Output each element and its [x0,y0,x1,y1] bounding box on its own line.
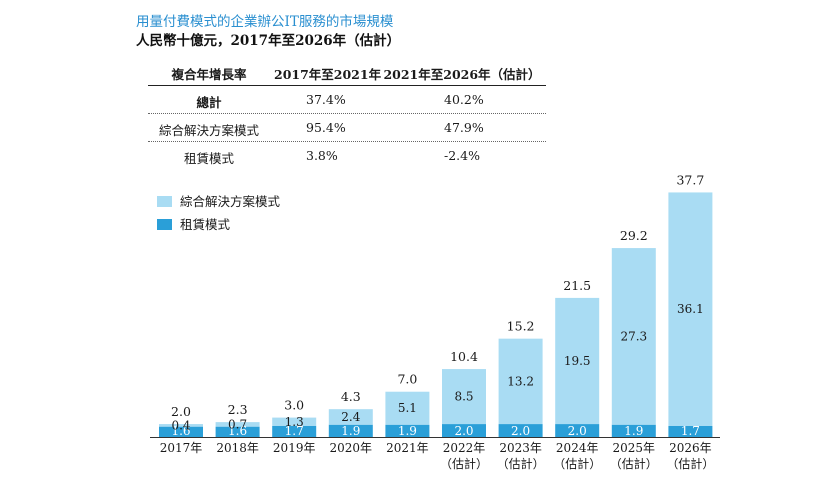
data-label-lease: 1.9 [341,424,360,438]
cagr-value: 47.9% [444,120,484,135]
data-label-solution: 2.4 [341,410,360,424]
legend-swatch-lease [157,219,172,230]
cagr-row-solution: 綜合解決方案模式 95.4% 47.9% [148,114,546,142]
bar-segment-solution [555,297,600,425]
bar-segment-lease [611,424,656,437]
bar-segment-lease [272,426,317,437]
x-tick-label: （估計） [440,456,488,471]
data-label-lease: 1.9 [624,424,643,438]
bar-segment-lease [215,426,260,437]
legend-label-solution: 綜合解決方案模式 [180,194,281,209]
x-tick-label: （估計） [666,456,714,471]
data-label-solution: 1.3 [285,415,304,429]
bar-segment-lease [159,426,203,437]
legend-swatch-solution [157,196,172,207]
cagr-value: 95.4% [306,120,346,135]
data-label-lease: 1.9 [398,424,417,438]
cagr-row-label: 綜合解決方案模式 [158,123,259,138]
x-tick-label: 2023年 [499,441,542,455]
data-label-total: 7.0 [397,372,417,387]
bar-segment-solution [611,248,656,425]
data-label-solution: 27.3 [620,329,647,343]
cagr-value: 37.4% [306,92,346,107]
data-label-lease: 1.6 [228,424,247,438]
cagr-row-label: 總計 [196,95,222,110]
bar-segment-solution [498,338,543,425]
x-tick-label: 2026年 [669,441,712,455]
x-tick-label: 2022年 [443,441,486,455]
bar-segment-solution [385,391,430,425]
x-tick-label: 2018年 [216,441,259,455]
bar-segment-solution [442,369,486,425]
bar-segment-solution [272,417,317,427]
x-tick-label: （估計） [610,456,658,471]
data-label-total: 15.2 [507,319,535,334]
x-tick-label: 2020年 [330,441,373,455]
data-label-total: 29.2 [620,228,648,243]
data-label-total: 37.7 [676,172,704,187]
data-label-solution: 0.4 [171,418,190,432]
data-label-total: 21.5 [563,278,591,293]
cagr-header-period-1: 2017年至2021年 [274,67,382,82]
x-tick-label: 2021年 [386,441,429,455]
bar-segment-lease [385,424,430,437]
bar-segment-lease [555,424,600,437]
chart-subtitle: 人民幣十億元，2017年至2026年（估計） [136,33,401,49]
bar-segment-solution [159,424,203,427]
data-label-solution: 0.7 [228,417,247,431]
bar-segment-solution [668,192,713,427]
x-tick-label: （估計） [497,456,545,471]
data-label-lease: 1.7 [681,424,700,438]
cagr-header-label: 複合年增長率 [171,67,247,82]
cagr-table-header: 複合年增長率 2017年至2021年 2021年至2026年（估計） [148,58,546,86]
cagr-table: 複合年增長率 2017年至2021年 2021年至2026年（估計） 總計 37… [148,58,546,169]
data-label-total: 10.4 [450,349,478,364]
legend-label-lease: 租賃模式 [180,217,231,232]
x-tick-label: （估計） [553,456,601,471]
bar-segment-lease [668,426,713,437]
cagr-row-label: 租賃模式 [183,151,234,166]
cagr-row-lease: 租賃模式 3.8% -2.4% [148,142,546,169]
data-label-lease: 1.6 [171,424,190,438]
x-tick-label: 2017年 [160,441,203,455]
bar-segment-lease [498,424,543,437]
x-tick-label: 2024年 [556,441,599,455]
data-label-solution: 8.5 [454,390,473,404]
data-label-lease: 1.7 [285,424,304,438]
data-label-solution: 5.1 [398,401,417,415]
data-label-solution: 36.1 [677,302,704,316]
x-tick-label: 2019年 [273,441,316,455]
data-label-total: 2.3 [228,402,248,417]
data-label-lease: 2.0 [568,424,587,438]
data-label-total: 2.0 [171,404,191,419]
data-label-solution: 19.5 [564,354,591,368]
x-tick-label: 2025年 [613,441,656,455]
cagr-row-total: 總計 37.4% 40.2% [148,86,546,114]
bar-segment-lease [442,424,486,437]
bar-segment-solution [215,422,260,427]
chart-title: 用量付費模式的企業辦公IT服務的市場規模 [136,14,394,30]
data-label-solution: 13.2 [507,374,534,388]
bar-segment-solution [328,409,373,425]
cagr-value: 3.8% [306,148,338,163]
cagr-value: 40.2% [444,92,484,107]
bar-segment-lease [328,424,373,437]
data-label-total: 4.3 [341,389,361,404]
data-label-lease: 2.0 [454,424,473,438]
data-label-total: 3.0 [284,398,304,413]
cagr-header-period-2: 2021年至2026年（估計） [383,67,541,82]
cagr-value: -2.4% [444,148,480,163]
data-label-lease: 2.0 [511,424,530,438]
